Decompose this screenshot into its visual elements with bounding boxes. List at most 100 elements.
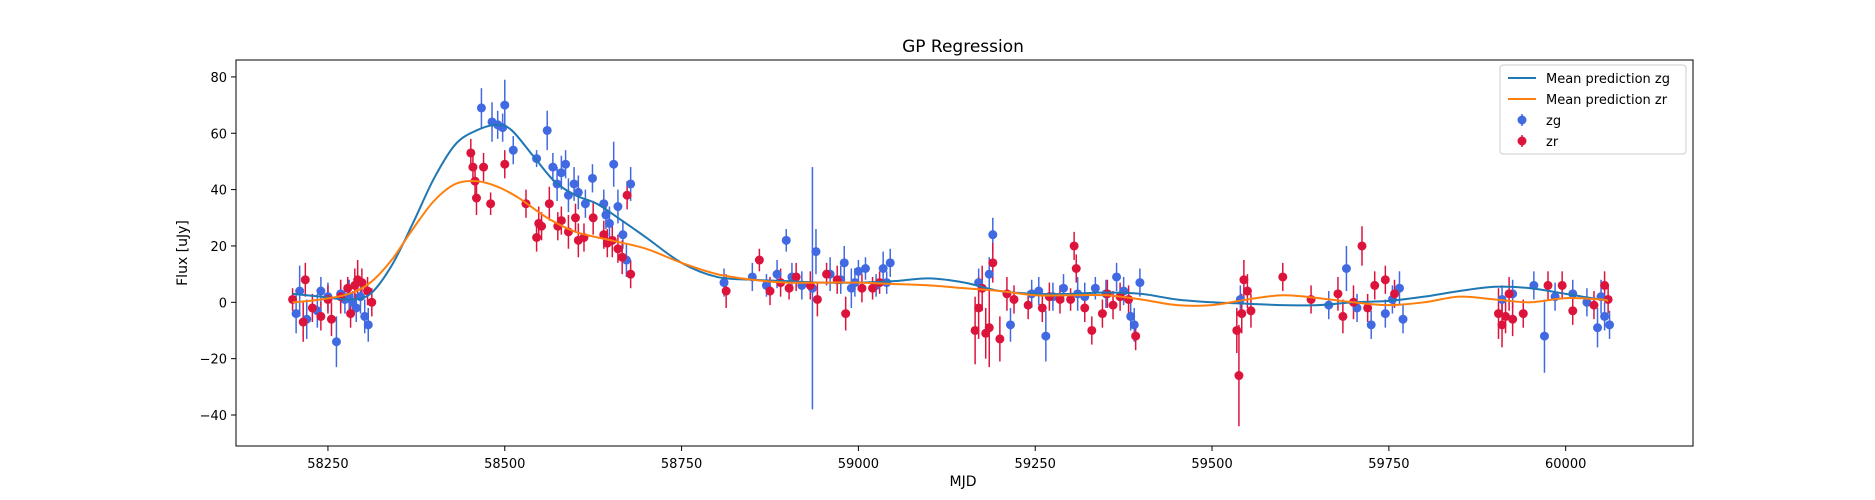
point-zr bbox=[1363, 303, 1373, 313]
plot-area bbox=[288, 79, 1615, 427]
point-zr bbox=[721, 286, 731, 296]
point-zg bbox=[1380, 309, 1390, 319]
point-zr bbox=[1357, 241, 1367, 251]
point-zr bbox=[1278, 272, 1288, 282]
point-zr bbox=[468, 162, 478, 172]
point-zr bbox=[1380, 275, 1390, 285]
point-zg bbox=[878, 263, 888, 273]
point-zr bbox=[1071, 263, 1081, 273]
point-zr bbox=[1390, 289, 1400, 299]
point-zg bbox=[601, 210, 611, 220]
point-zr bbox=[995, 334, 1005, 344]
point-zg bbox=[1059, 283, 1069, 293]
point-zr bbox=[1234, 371, 1244, 381]
point-zr bbox=[822, 269, 832, 279]
point-zg bbox=[1600, 311, 1610, 321]
point-zr bbox=[357, 278, 367, 288]
y-axis-label: Flux [uJy] bbox=[175, 220, 191, 286]
point-zr bbox=[626, 269, 636, 279]
point-zr bbox=[784, 283, 794, 293]
point-zg bbox=[476, 103, 486, 113]
point-zg bbox=[331, 337, 341, 347]
point-zg bbox=[1539, 331, 1549, 341]
point-zr bbox=[857, 283, 867, 293]
point-zr bbox=[1504, 289, 1514, 299]
point-zg bbox=[1366, 320, 1376, 330]
point-zg bbox=[569, 179, 579, 189]
point-zg bbox=[316, 286, 326, 296]
point-zg bbox=[1126, 311, 1136, 321]
point-zr bbox=[970, 325, 980, 335]
point-zr bbox=[1009, 294, 1019, 304]
point-zg bbox=[1129, 320, 1139, 330]
point-zr bbox=[812, 294, 822, 304]
point-zr bbox=[466, 148, 476, 158]
point-zg bbox=[542, 125, 552, 135]
x-tick-label: 58250 bbox=[307, 457, 348, 472]
point-zg bbox=[360, 311, 370, 321]
point-zr bbox=[617, 252, 627, 262]
x-tick-label: 59500 bbox=[1191, 457, 1232, 472]
point-zr bbox=[570, 213, 580, 223]
point-zr bbox=[1242, 286, 1252, 296]
point-zr bbox=[343, 283, 353, 293]
point-zr bbox=[613, 244, 623, 254]
point-zr bbox=[532, 233, 542, 243]
legend-marker-zg bbox=[1517, 115, 1527, 125]
point-zg bbox=[839, 258, 849, 268]
point-zr bbox=[1239, 275, 1249, 285]
point-zg bbox=[587, 173, 597, 183]
line-mean-prediction-zr bbox=[292, 179, 1609, 307]
y-tick-label: 80 bbox=[210, 71, 227, 86]
point-zr bbox=[300, 275, 310, 285]
point-zr bbox=[841, 309, 851, 319]
point-zr bbox=[1568, 306, 1578, 316]
point-zr bbox=[1501, 311, 1511, 321]
point-zr bbox=[754, 255, 764, 265]
point-zr bbox=[537, 221, 547, 231]
point-zg bbox=[351, 303, 361, 313]
point-zr bbox=[1333, 289, 1343, 299]
axes: 58250 58500 58750 59000 59250 59500 59750 60000… bbox=[200, 71, 1587, 472]
point-zr bbox=[1087, 325, 1097, 335]
legend-label-zg: zg bbox=[1546, 114, 1561, 129]
point-zr bbox=[1069, 241, 1079, 251]
point-zr bbox=[588, 213, 598, 223]
point-zg bbox=[860, 263, 870, 273]
point-zr bbox=[1557, 280, 1567, 290]
point-zr bbox=[599, 230, 609, 240]
legend: Mean prediction zg Mean prediction zr zg… bbox=[1499, 64, 1687, 155]
y-tick-label: 60 bbox=[210, 127, 227, 142]
x-tick-label: 59000 bbox=[838, 457, 879, 472]
point-zg bbox=[508, 145, 518, 155]
point-zg bbox=[1005, 320, 1015, 330]
point-zg bbox=[291, 309, 301, 319]
point-zr bbox=[367, 297, 377, 307]
point-zr bbox=[471, 193, 481, 203]
y-tick-label: 0 bbox=[219, 296, 227, 311]
point-zr bbox=[1497, 320, 1507, 330]
point-zg bbox=[719, 278, 729, 288]
point-zr bbox=[346, 309, 356, 319]
point-zg bbox=[561, 159, 571, 169]
point-zg bbox=[885, 258, 895, 268]
point-zg bbox=[295, 286, 305, 296]
point-zg bbox=[1135, 278, 1145, 288]
y-tick-label: 20 bbox=[210, 240, 227, 255]
point-zr bbox=[1370, 280, 1380, 290]
x-tick-label: 59250 bbox=[1015, 457, 1056, 472]
point-zr bbox=[486, 199, 496, 209]
point-zg bbox=[1341, 263, 1351, 273]
point-zr bbox=[1102, 289, 1112, 299]
point-zg bbox=[556, 168, 566, 178]
point-zg bbox=[548, 162, 558, 172]
x-axis-label: MJD bbox=[950, 474, 977, 490]
y-tick-label: −40 bbox=[200, 409, 227, 424]
point-zr bbox=[1518, 309, 1528, 319]
point-zr bbox=[1108, 300, 1118, 310]
legend-marker-zr bbox=[1517, 136, 1527, 146]
axes-frame bbox=[235, 59, 1694, 447]
point-zg bbox=[781, 235, 791, 245]
y-tick-label: −20 bbox=[200, 353, 227, 368]
